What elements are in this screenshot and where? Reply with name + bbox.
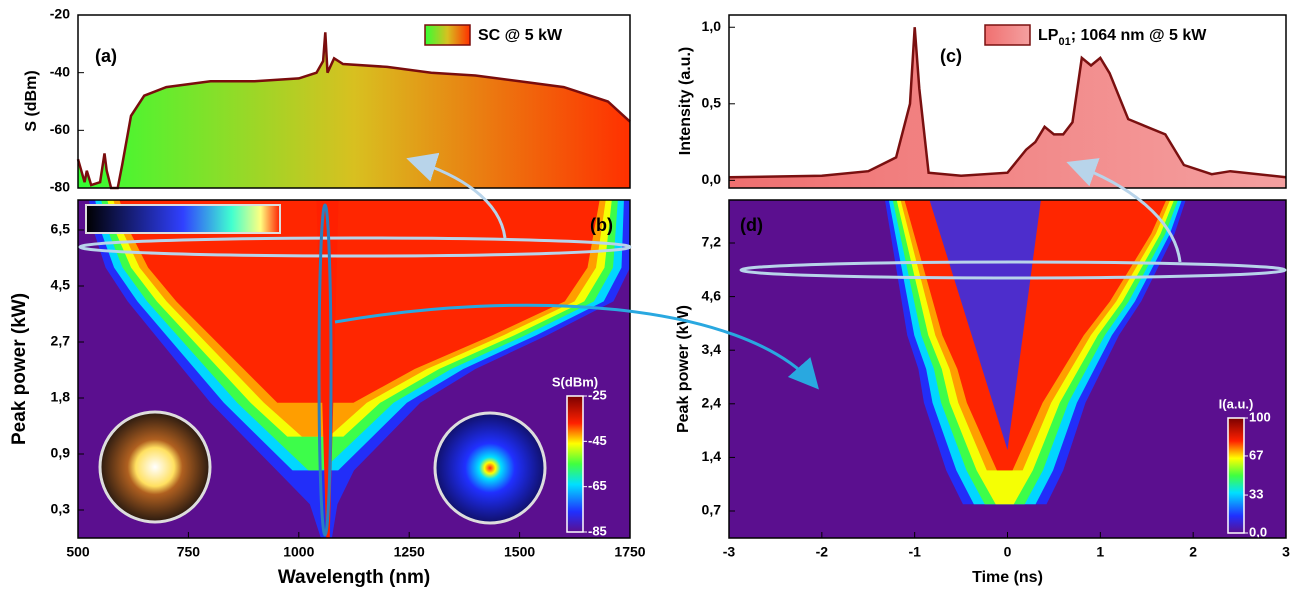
x-tick-label: 3 xyxy=(1282,544,1290,560)
y-axis-title: S (dBm) xyxy=(23,70,40,131)
x-tick-label: 1000 xyxy=(283,544,314,560)
legend-label-part: 01 xyxy=(1058,36,1070,48)
area-fill xyxy=(78,32,630,188)
x-tick-label: 0 xyxy=(1004,544,1012,560)
panel-label: (c) xyxy=(940,46,962,66)
y-tick-label: -60 xyxy=(50,121,70,137)
y-tick-label: 4,6 xyxy=(702,287,722,303)
y-axis-title: Peak power (kW) xyxy=(675,305,692,433)
colorbar-tick-label: 100 xyxy=(1249,409,1271,424)
x-axis-title: Wavelength (nm) xyxy=(278,567,430,588)
colorbar-tick-label: 0,0 xyxy=(1249,524,1267,539)
colorbar-tick-label: 67 xyxy=(1249,447,1263,462)
x-tick-label: 1 xyxy=(1096,544,1104,560)
arrow xyxy=(1066,158,1182,263)
y-tick-label: 2,4 xyxy=(702,395,722,411)
panel-label: (a) xyxy=(95,46,117,66)
y-tick-label: 6,5 xyxy=(51,221,71,237)
panel-label: (b) xyxy=(590,215,613,235)
legend-swatch xyxy=(424,24,471,46)
arrow xyxy=(334,303,819,390)
legend-label: SC @ 5 kW xyxy=(478,27,563,44)
beam-profile xyxy=(98,410,212,524)
y-tick-label: 1,0 xyxy=(702,18,722,34)
x-tick-label: 2 xyxy=(1189,544,1197,560)
y-tick-label: -20 xyxy=(50,6,70,22)
panel-label: (d) xyxy=(740,215,763,235)
x-tick-label: 1750 xyxy=(614,544,645,560)
legend-label: LP01; 1064 nm @ 5 kW xyxy=(1038,27,1207,48)
plot-frame xyxy=(77,14,631,189)
x-tick-label: 1500 xyxy=(504,544,535,560)
colorbar-tick-label: 33 xyxy=(1249,486,1263,501)
plot-frame xyxy=(77,199,631,539)
highlight xyxy=(739,260,1287,280)
y-tick-label: -40 xyxy=(50,63,70,79)
y-tick-label: 1,4 xyxy=(702,448,722,464)
area-fill xyxy=(729,27,1286,189)
plot-frame xyxy=(728,14,1287,189)
y-tick-label: 0,5 xyxy=(702,94,722,110)
arrow xyxy=(406,152,507,239)
colorbar-tick-label: -25 xyxy=(588,387,607,402)
y-tick-label: -80 xyxy=(50,179,70,195)
beam-profile xyxy=(433,411,547,525)
line xyxy=(76,32,631,190)
colorbar xyxy=(1227,417,1245,534)
y-tick-label: 0,3 xyxy=(51,501,71,517)
x-tick-label: -3 xyxy=(723,544,736,560)
y-tick-label: 0,0 xyxy=(702,171,722,187)
colorbar-title: I(a.u.) xyxy=(1219,396,1254,411)
highlight xyxy=(78,236,632,258)
colorbar-tick-label: -65 xyxy=(588,478,607,493)
plot-frame xyxy=(728,199,1287,539)
legend-label-part: ; 1064 nm @ 5 kW xyxy=(1071,27,1208,44)
line xyxy=(728,27,1287,179)
y-tick-label: 2,7 xyxy=(51,333,71,349)
y-tick-label: 0,9 xyxy=(51,445,71,461)
legend-swatch xyxy=(984,24,1031,46)
colorbar-tick-label: -45 xyxy=(588,433,607,448)
x-tick-label: -2 xyxy=(816,544,829,560)
legend-label-part: LP xyxy=(1038,27,1059,44)
heatmap-region xyxy=(119,200,600,403)
x-tick-label: 500 xyxy=(66,544,90,560)
highlight xyxy=(317,203,333,537)
x-tick-label: 1250 xyxy=(394,544,425,560)
colorbar xyxy=(566,395,584,533)
y-tick-label: 4,5 xyxy=(51,277,71,293)
y-tick-label: 3,4 xyxy=(702,341,722,357)
x-tick-label: -1 xyxy=(908,544,921,560)
y-tick-label: 0,7 xyxy=(702,502,722,518)
spectrum-inset xyxy=(85,204,281,234)
x-tick-label: 750 xyxy=(177,544,201,560)
y-tick-label: 1,8 xyxy=(51,389,71,405)
colorbar-title: S(dBm) xyxy=(552,374,598,389)
y-axis-title: Intensity (a.u.) xyxy=(677,47,694,155)
x-axis-title: Time (ns) xyxy=(972,569,1043,586)
y-axis-title: Peak power (kW) xyxy=(9,293,30,445)
y-tick-label: 7,2 xyxy=(702,234,722,250)
colorbar-tick-label: -85 xyxy=(588,523,607,538)
heatmap-region xyxy=(316,200,339,538)
